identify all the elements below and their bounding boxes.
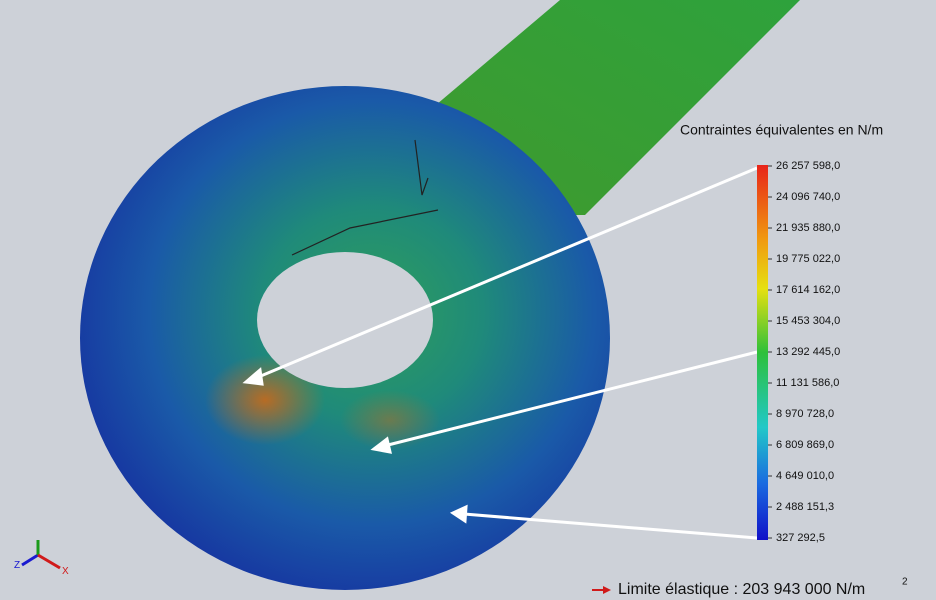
scale-label: 327 292,5 <box>776 532 825 544</box>
triad: Z X <box>14 540 69 577</box>
scale-label: 21 935 880,0 <box>776 222 840 234</box>
edge-line <box>414 139 429 196</box>
pointer <box>463 512 758 540</box>
pointer-head <box>242 367 264 386</box>
scale-label: 2 488 151,3 <box>776 501 834 513</box>
hole <box>257 252 433 388</box>
scale-label: 19 775 022,0 <box>776 253 840 265</box>
triad-z: Z <box>14 560 20 571</box>
scale-label: 17 614 162,0 <box>776 284 840 296</box>
scale-label: 15 453 304,0 <box>776 315 840 327</box>
axis-x <box>37 553 61 570</box>
limit-label: Limite élastique : 203 943 000 N/m <box>618 581 865 598</box>
scale-label: 13 292 445,0 <box>776 346 840 358</box>
pointer <box>255 166 758 380</box>
limit-exponent: 2 <box>902 577 908 588</box>
triad-x: X <box>62 566 69 577</box>
color-scale <box>757 165 768 540</box>
scale-label: 11 131 586,0 <box>776 377 839 389</box>
pointer-head <box>449 504 468 524</box>
hot-spot <box>205 355 325 445</box>
scale-label: 4 649 010,0 <box>776 470 834 482</box>
scale-label: 8 970 728,0 <box>776 408 834 420</box>
hot-spot <box>340 390 440 450</box>
legend-title: Contraintes équivalentes en N/m <box>680 122 883 138</box>
limit-arrow-head <box>603 586 611 594</box>
scale-label: 26 257 598,0 <box>776 160 840 172</box>
edge-line <box>291 209 439 256</box>
pointer-head <box>370 436 392 454</box>
scale-label: 24 096 740,0 <box>776 191 840 203</box>
axis-z <box>21 553 39 567</box>
pointer <box>383 350 758 448</box>
pointers <box>242 166 758 540</box>
scale-label: 6 809 869,0 <box>776 439 834 451</box>
